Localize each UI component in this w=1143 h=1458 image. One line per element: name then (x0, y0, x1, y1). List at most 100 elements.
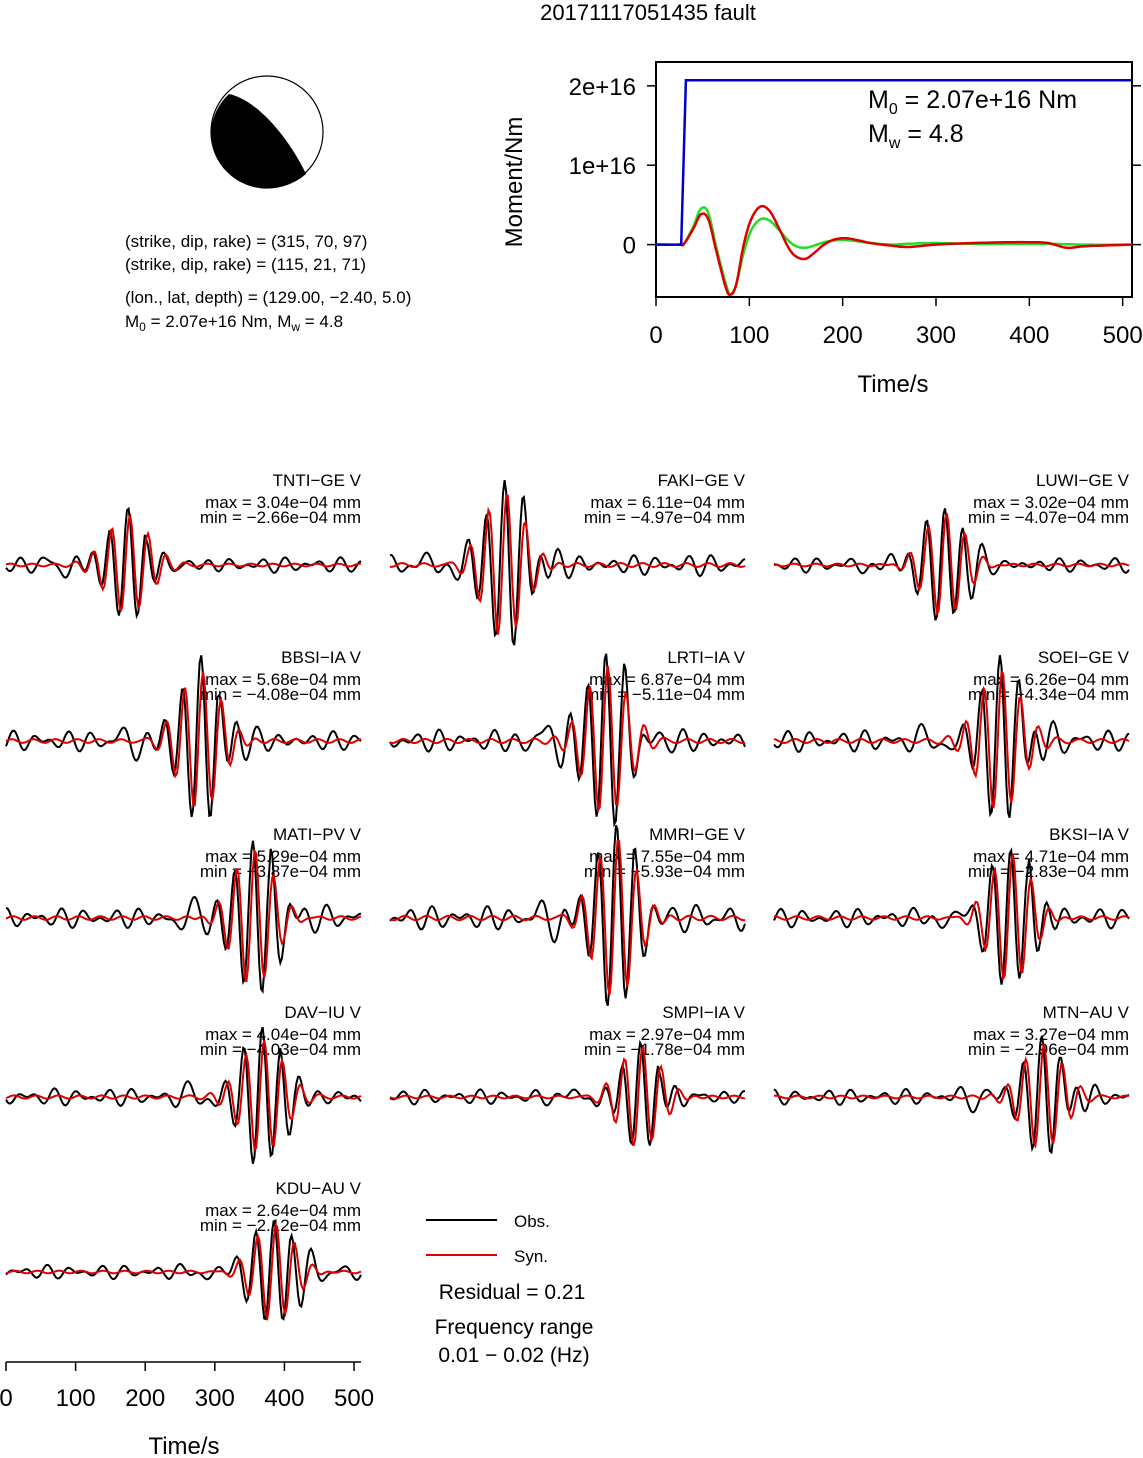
observed-trace (389, 824, 746, 1006)
waveform-xtick-label: 100 (56, 1385, 96, 1412)
station-max: max = 6.87e−04 mm (589, 670, 745, 689)
station-max: max = 6.26e−04 mm (973, 670, 1129, 689)
plane2-text: (strike, dip, rake) = (115, 21, 71) (125, 255, 366, 274)
beachball (210, 75, 324, 189)
figure-title: 20171117051435 fault (540, 0, 756, 25)
station-name: KDU−AU V (276, 1179, 362, 1198)
station-max: max = 4.04e−04 mm (205, 1025, 361, 1044)
observed-trace (389, 479, 746, 646)
moment-xtick-label: 300 (916, 322, 956, 349)
station-name: BKSI−IA V (1049, 825, 1130, 844)
m0-symbol: M (125, 312, 139, 331)
synthetic-trace (5, 1039, 362, 1152)
station-name: SMPI−IA V (662, 1003, 745, 1022)
waveform-xtick-label: 0 (0, 1385, 13, 1412)
beachball-compression (211, 94, 306, 189)
moment-xtick-label: 500 (1103, 322, 1143, 349)
legend-syn-label: Syn. (514, 1247, 548, 1266)
synthetic-trace (389, 839, 746, 996)
synthetic-trace (389, 1045, 746, 1146)
mw-subscript: w (290, 320, 300, 334)
station-max: max = 2.97e−04 mm (589, 1025, 745, 1044)
station-max: max = 3.04e−04 mm (205, 493, 361, 512)
waveform-xtick-label: 200 (125, 1385, 165, 1412)
waveform-xtick-label: 300 (195, 1385, 235, 1412)
moment-ylabel: Moment/Nm (501, 117, 528, 248)
station-min: min = −2.12e−04 mm (200, 1216, 361, 1235)
moment-mw-label: Mw = 4.8 (868, 120, 964, 152)
station-name: FAKI−GE V (658, 471, 746, 490)
station-max: max = 2.64e−04 mm (205, 1201, 361, 1220)
moment-series (656, 79, 1133, 297)
moment-x-axis: 0 100 200 300 400 500 (649, 297, 1143, 349)
station-name: MATI−PV V (273, 825, 362, 844)
synthetic-trace (389, 494, 746, 635)
station-max: max = 5.68e−04 mm (205, 670, 361, 689)
station-max: max = 5.29e−04 mm (205, 847, 361, 866)
location-text: (lon., lat, depth) = (129.00, −2.40, 5.0… (125, 288, 411, 307)
moment-xlabel: Time/s (857, 371, 928, 398)
station-min: min = −2.66e−04 mm (200, 508, 361, 527)
station-max: max = 6.11e−04 mm (590, 493, 745, 512)
moment-ytick-label: 0 (623, 233, 636, 260)
observed-trace (5, 1220, 362, 1321)
waveform-xlabel: Time/s (148, 1433, 219, 1458)
synthetic-trace (773, 670, 1130, 809)
synthetic-trace (773, 1041, 1130, 1149)
mw-text: = 4.8 (300, 312, 343, 331)
moment-plot-frame (655, 61, 1133, 298)
waveform-time-axis: 0 100 200 300 400 500 (0, 1361, 374, 1412)
synthetic-trace (773, 512, 1130, 616)
moment-curve (656, 79, 1132, 246)
waveform-xtick-label: 400 (264, 1385, 304, 1412)
legend: Obs. Syn. Residual = 0.21 Frequency rang… (426, 1212, 593, 1367)
station-min: min = −5.93e−04 mm (584, 862, 745, 881)
station-max: max = 7.55e−04 mm (589, 847, 745, 866)
station-max: max = 3.27e−04 mm (973, 1025, 1129, 1044)
synthetic-trace (773, 853, 1130, 982)
synthetic-trace (5, 848, 362, 983)
station-name: LUWI−GE V (1036, 471, 1130, 490)
station-min: min = −4.97e−04 mm (584, 508, 745, 527)
station-name: SOEI−GE V (1038, 648, 1130, 667)
moment-y-axis: 0 1e+16 2e+16 (569, 74, 1141, 260)
observed-trace (389, 653, 746, 828)
observed-trace (5, 655, 362, 818)
frequency-range: 0.01 − 0.02 (Hz) (438, 1344, 589, 1367)
observed-trace (5, 1026, 362, 1164)
residual-text: Residual = 0.21 (439, 1281, 586, 1304)
synthetic-trace (5, 671, 362, 807)
plane1-text: (strike, dip, rake) = (315, 70, 97) (125, 232, 367, 251)
station-name: LRTI−IA V (667, 648, 745, 667)
moment-xtick-label: 0 (649, 322, 662, 349)
moment-ytick-label: 2e+16 (569, 74, 636, 101)
moment-ytick-label: 1e+16 (569, 153, 636, 180)
station-min: min = −4.34e−04 mm (968, 685, 1129, 704)
moment-rate-red (656, 204, 1133, 297)
station-min: min = −3.87e−04 mm (200, 862, 361, 881)
station-min: min = −1.78e−04 mm (584, 1040, 745, 1059)
station-min: min = −4.07e−04 mm (968, 508, 1129, 527)
waveform-xtick-label: 500 (334, 1385, 374, 1412)
synthetic-trace (5, 1222, 362, 1322)
m0-text: 2.07e+16 Nm, M (165, 312, 291, 331)
frequency-title: Frequency range (435, 1316, 594, 1339)
observed-trace (773, 847, 1130, 985)
station-name: MMRI−GE V (649, 825, 746, 844)
station-min: min = −2.96e−04 mm (968, 1040, 1129, 1059)
m0-subscript: 0 (139, 320, 146, 334)
moment-xtick-label: 400 (1009, 322, 1049, 349)
station-name: DAV−IU V (284, 1003, 361, 1022)
synthetic-trace (5, 512, 362, 612)
